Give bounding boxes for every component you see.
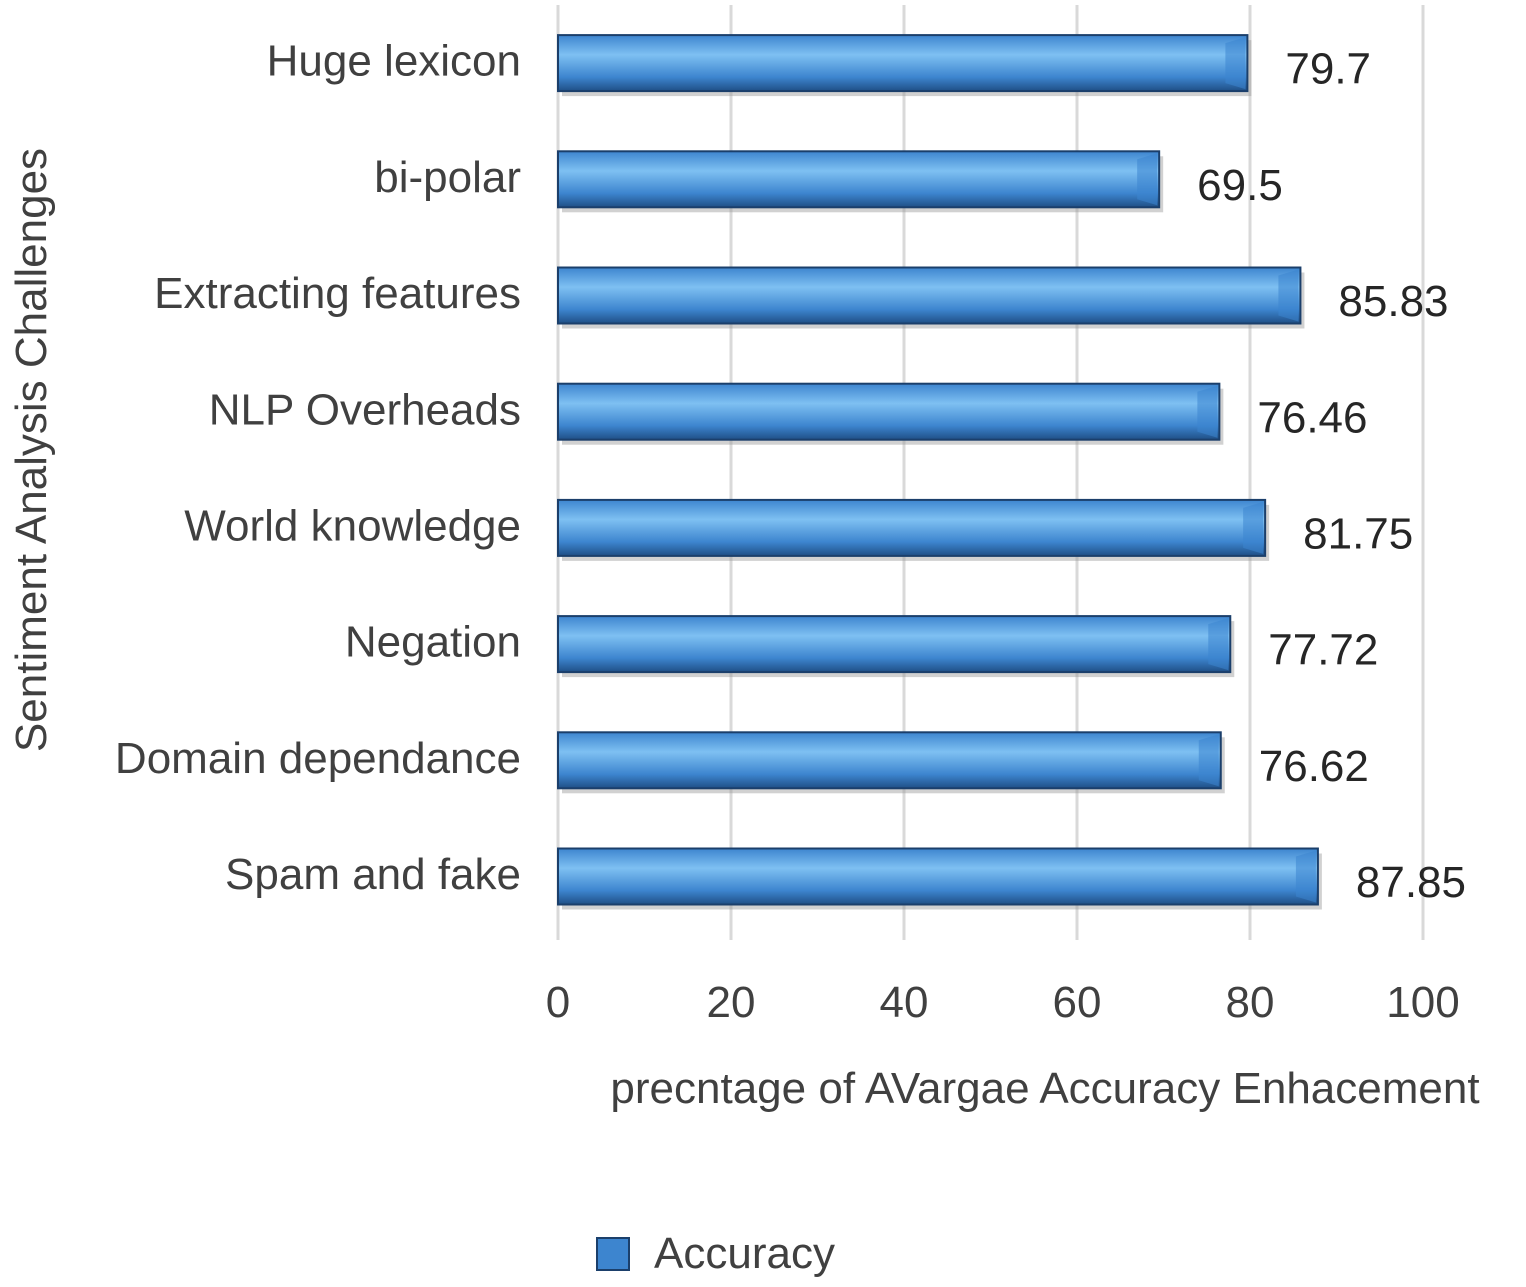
bar-huge-lexicon bbox=[557, 34, 1249, 93]
data-label-world-knowledge: 81.75 bbox=[1303, 510, 1413, 559]
bar-bevel-bi-polar bbox=[1137, 153, 1158, 206]
x-axis-title: precntage of AVargae Accuracy Enhacement bbox=[610, 1064, 1479, 1113]
bar-negation bbox=[557, 615, 1232, 674]
x-tick-label-60: 60 bbox=[1053, 978, 1102, 1027]
bar-domain-dependance bbox=[557, 731, 1222, 790]
bar-bevel-world-knowledge bbox=[1243, 501, 1264, 554]
data-label-negation: 77.72 bbox=[1268, 626, 1378, 675]
data-label-huge-lexicon: 79.7 bbox=[1285, 45, 1371, 94]
bar-bevel-extracting-features bbox=[1278, 269, 1299, 322]
legend-label-accuracy: Accuracy bbox=[654, 1229, 835, 1278]
bar-bevel-negation bbox=[1208, 618, 1229, 671]
bar-bevel-nlp-overheads bbox=[1197, 385, 1218, 438]
category-label-spam-and-fake: Spam and fake bbox=[225, 850, 521, 899]
x-tick-label-100: 100 bbox=[1386, 978, 1459, 1027]
y-axis-title: Sentiment Analysis Challenges bbox=[7, 148, 56, 752]
category-labels: Huge lexicon bi-polar Extracting features N… bbox=[115, 37, 521, 899]
data-label-nlp-overheads: 76.46 bbox=[1257, 393, 1367, 442]
x-tick-label-0: 0 bbox=[546, 978, 570, 1027]
data-label-extracting-features: 85.83 bbox=[1338, 277, 1448, 326]
data-labels: 79.7 69.5 85.83 76.46 81.75 77.72 76.62 87.85 bbox=[1197, 45, 1466, 907]
data-label-bi-polar: 69.5 bbox=[1197, 161, 1283, 210]
bar-bi-polar bbox=[557, 150, 1161, 209]
x-tick-label-20: 20 bbox=[707, 978, 756, 1027]
x-tick-labels: 0 20 40 60 80 100 bbox=[546, 978, 1460, 1027]
data-label-spam-and-fake: 87.85 bbox=[1356, 858, 1466, 907]
bar-extracting-features bbox=[557, 266, 1302, 325]
bar-bevel-spam-and-fake bbox=[1295, 850, 1316, 903]
category-label-bi-polar: bi-polar bbox=[374, 153, 521, 202]
bar-world-knowledge bbox=[557, 498, 1267, 557]
legend-swatch-accuracy bbox=[596, 1237, 630, 1271]
gridlines bbox=[556, 5, 1425, 940]
bar-bevel-huge-lexicon bbox=[1225, 37, 1246, 90]
category-label-domain-dependance: Domain dependance bbox=[115, 734, 521, 783]
bars bbox=[557, 34, 1322, 910]
x-tick-label-40: 40 bbox=[880, 978, 929, 1027]
category-label-negation: Negation bbox=[345, 618, 521, 667]
bar-nlp-overheads bbox=[557, 382, 1221, 441]
category-label-world-knowledge: World knowledge bbox=[184, 502, 521, 551]
category-label-nlp-overheads: NLP Overheads bbox=[209, 385, 521, 434]
category-label-huge-lexicon: Huge lexicon bbox=[267, 37, 521, 86]
category-label-extracting-features: Extracting features bbox=[154, 269, 521, 318]
x-tick-label-80: 80 bbox=[1226, 978, 1275, 1027]
bar-spam-and-fake bbox=[557, 847, 1319, 906]
bar-bevel-domain-dependance bbox=[1198, 734, 1219, 787]
legend: Accuracy bbox=[596, 1229, 835, 1278]
data-label-domain-dependance: 76.62 bbox=[1259, 742, 1369, 791]
